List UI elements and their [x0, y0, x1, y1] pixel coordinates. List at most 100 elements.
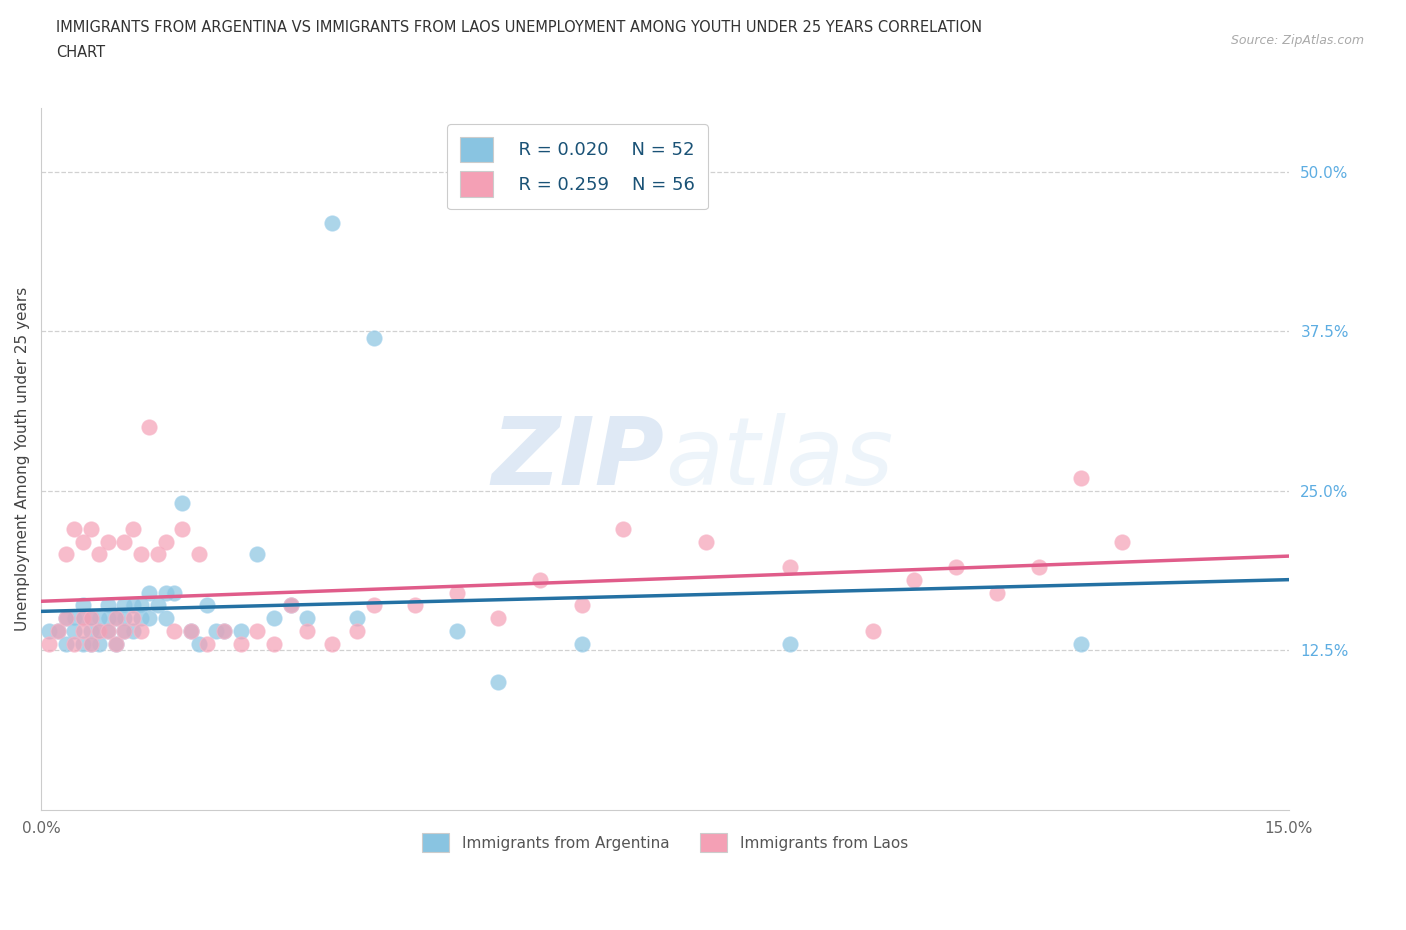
Point	[172, 496, 194, 511]
Point	[89, 636, 111, 651]
Point	[779, 636, 801, 651]
Point	[180, 623, 202, 638]
Point	[280, 598, 302, 613]
Point	[97, 623, 120, 638]
Point	[612, 522, 634, 537]
Point	[72, 611, 94, 626]
Point	[55, 636, 77, 651]
Point	[346, 611, 368, 626]
Text: CHART: CHART	[56, 45, 105, 60]
Point	[129, 598, 152, 613]
Point	[121, 522, 143, 537]
Point	[89, 547, 111, 562]
Point	[229, 623, 252, 638]
Point	[112, 598, 135, 613]
Point	[80, 623, 103, 638]
Point	[104, 611, 127, 626]
Point	[80, 611, 103, 626]
Point	[121, 598, 143, 613]
Point	[321, 636, 343, 651]
Point	[212, 623, 235, 638]
Point	[80, 636, 103, 651]
Point	[89, 611, 111, 626]
Text: atlas: atlas	[665, 413, 893, 504]
Point	[488, 674, 510, 689]
Point	[246, 547, 269, 562]
Point	[446, 623, 468, 638]
Point	[121, 623, 143, 638]
Point	[80, 611, 103, 626]
Point	[172, 522, 194, 537]
Point	[72, 611, 94, 626]
Point	[297, 611, 319, 626]
Point	[212, 623, 235, 638]
Point	[63, 636, 86, 651]
Point	[197, 598, 219, 613]
Point	[446, 585, 468, 600]
Point	[363, 598, 385, 613]
Point	[1028, 560, 1050, 575]
Point	[695, 534, 717, 549]
Point	[104, 636, 127, 651]
Point	[571, 598, 593, 613]
Point	[97, 611, 120, 626]
Point	[204, 623, 226, 638]
Point	[63, 522, 86, 537]
Point	[121, 611, 143, 626]
Point	[363, 330, 385, 345]
Point	[1111, 534, 1133, 549]
Point	[297, 623, 319, 638]
Point	[97, 534, 120, 549]
Point	[188, 636, 211, 651]
Point	[46, 623, 69, 638]
Point	[280, 598, 302, 613]
Point	[72, 623, 94, 638]
Point	[155, 611, 177, 626]
Point	[38, 623, 60, 638]
Point	[263, 611, 285, 626]
Point	[229, 636, 252, 651]
Point	[72, 636, 94, 651]
Point	[112, 623, 135, 638]
Text: ZIP: ZIP	[492, 413, 665, 505]
Point	[97, 623, 120, 638]
Point	[129, 623, 152, 638]
Point	[138, 419, 160, 434]
Point	[163, 623, 186, 638]
Point	[571, 636, 593, 651]
Point	[38, 636, 60, 651]
Point	[112, 534, 135, 549]
Point	[779, 560, 801, 575]
Point	[104, 636, 127, 651]
Point	[163, 585, 186, 600]
Point	[112, 611, 135, 626]
Legend: Immigrants from Argentina, Immigrants from Laos: Immigrants from Argentina, Immigrants fr…	[416, 827, 914, 858]
Point	[89, 623, 111, 638]
Point	[404, 598, 426, 613]
Point	[72, 598, 94, 613]
Point	[1070, 471, 1092, 485]
Point	[63, 611, 86, 626]
Y-axis label: Unemployment Among Youth under 25 years: Unemployment Among Youth under 25 years	[15, 286, 30, 631]
Point	[63, 623, 86, 638]
Point	[55, 611, 77, 626]
Point	[903, 573, 925, 588]
Point	[529, 573, 551, 588]
Point	[945, 560, 967, 575]
Point	[321, 216, 343, 231]
Point	[89, 623, 111, 638]
Point	[104, 611, 127, 626]
Point	[188, 547, 211, 562]
Point	[1070, 636, 1092, 651]
Point	[72, 534, 94, 549]
Point	[46, 623, 69, 638]
Point	[80, 522, 103, 537]
Point	[986, 585, 1008, 600]
Point	[488, 611, 510, 626]
Point	[55, 547, 77, 562]
Point	[346, 623, 368, 638]
Point	[155, 585, 177, 600]
Point	[146, 598, 169, 613]
Point	[129, 547, 152, 562]
Text: IMMIGRANTS FROM ARGENTINA VS IMMIGRANTS FROM LAOS UNEMPLOYMENT AMONG YOUTH UNDER: IMMIGRANTS FROM ARGENTINA VS IMMIGRANTS …	[56, 20, 983, 35]
